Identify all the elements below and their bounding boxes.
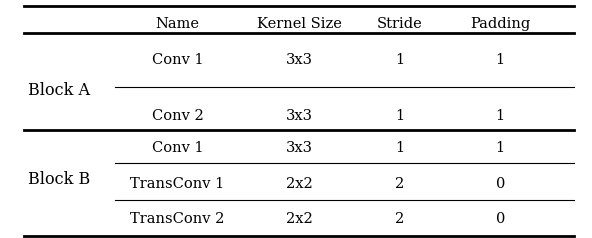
Text: Name: Name: [156, 17, 200, 31]
Text: Conv 2: Conv 2: [152, 109, 204, 123]
Text: Conv 1: Conv 1: [152, 53, 204, 67]
Text: 1: 1: [496, 53, 505, 67]
Text: 2x2: 2x2: [285, 213, 313, 226]
Text: 1: 1: [496, 141, 505, 154]
Text: Stride: Stride: [377, 17, 423, 31]
Text: 2: 2: [395, 177, 404, 191]
Text: 0: 0: [496, 213, 505, 226]
Text: 0: 0: [496, 177, 505, 191]
Text: Kernel Size: Kernel Size: [256, 17, 342, 31]
Text: 1: 1: [395, 53, 404, 67]
Text: 2x2: 2x2: [285, 177, 313, 191]
Text: 3x3: 3x3: [285, 141, 313, 154]
Text: 1: 1: [395, 109, 404, 123]
Text: 1: 1: [395, 141, 404, 154]
Text: 3x3: 3x3: [285, 109, 313, 123]
Text: Block B: Block B: [28, 171, 91, 188]
Text: TransConv 2: TransConv 2: [130, 213, 225, 226]
Text: Conv 1: Conv 1: [152, 141, 204, 154]
Text: 1: 1: [496, 109, 505, 123]
Text: TransConv 1: TransConv 1: [130, 177, 225, 191]
Text: Block A: Block A: [28, 82, 90, 99]
Text: 2: 2: [395, 213, 404, 226]
Text: Padding: Padding: [470, 17, 530, 31]
Text: 3x3: 3x3: [285, 53, 313, 67]
